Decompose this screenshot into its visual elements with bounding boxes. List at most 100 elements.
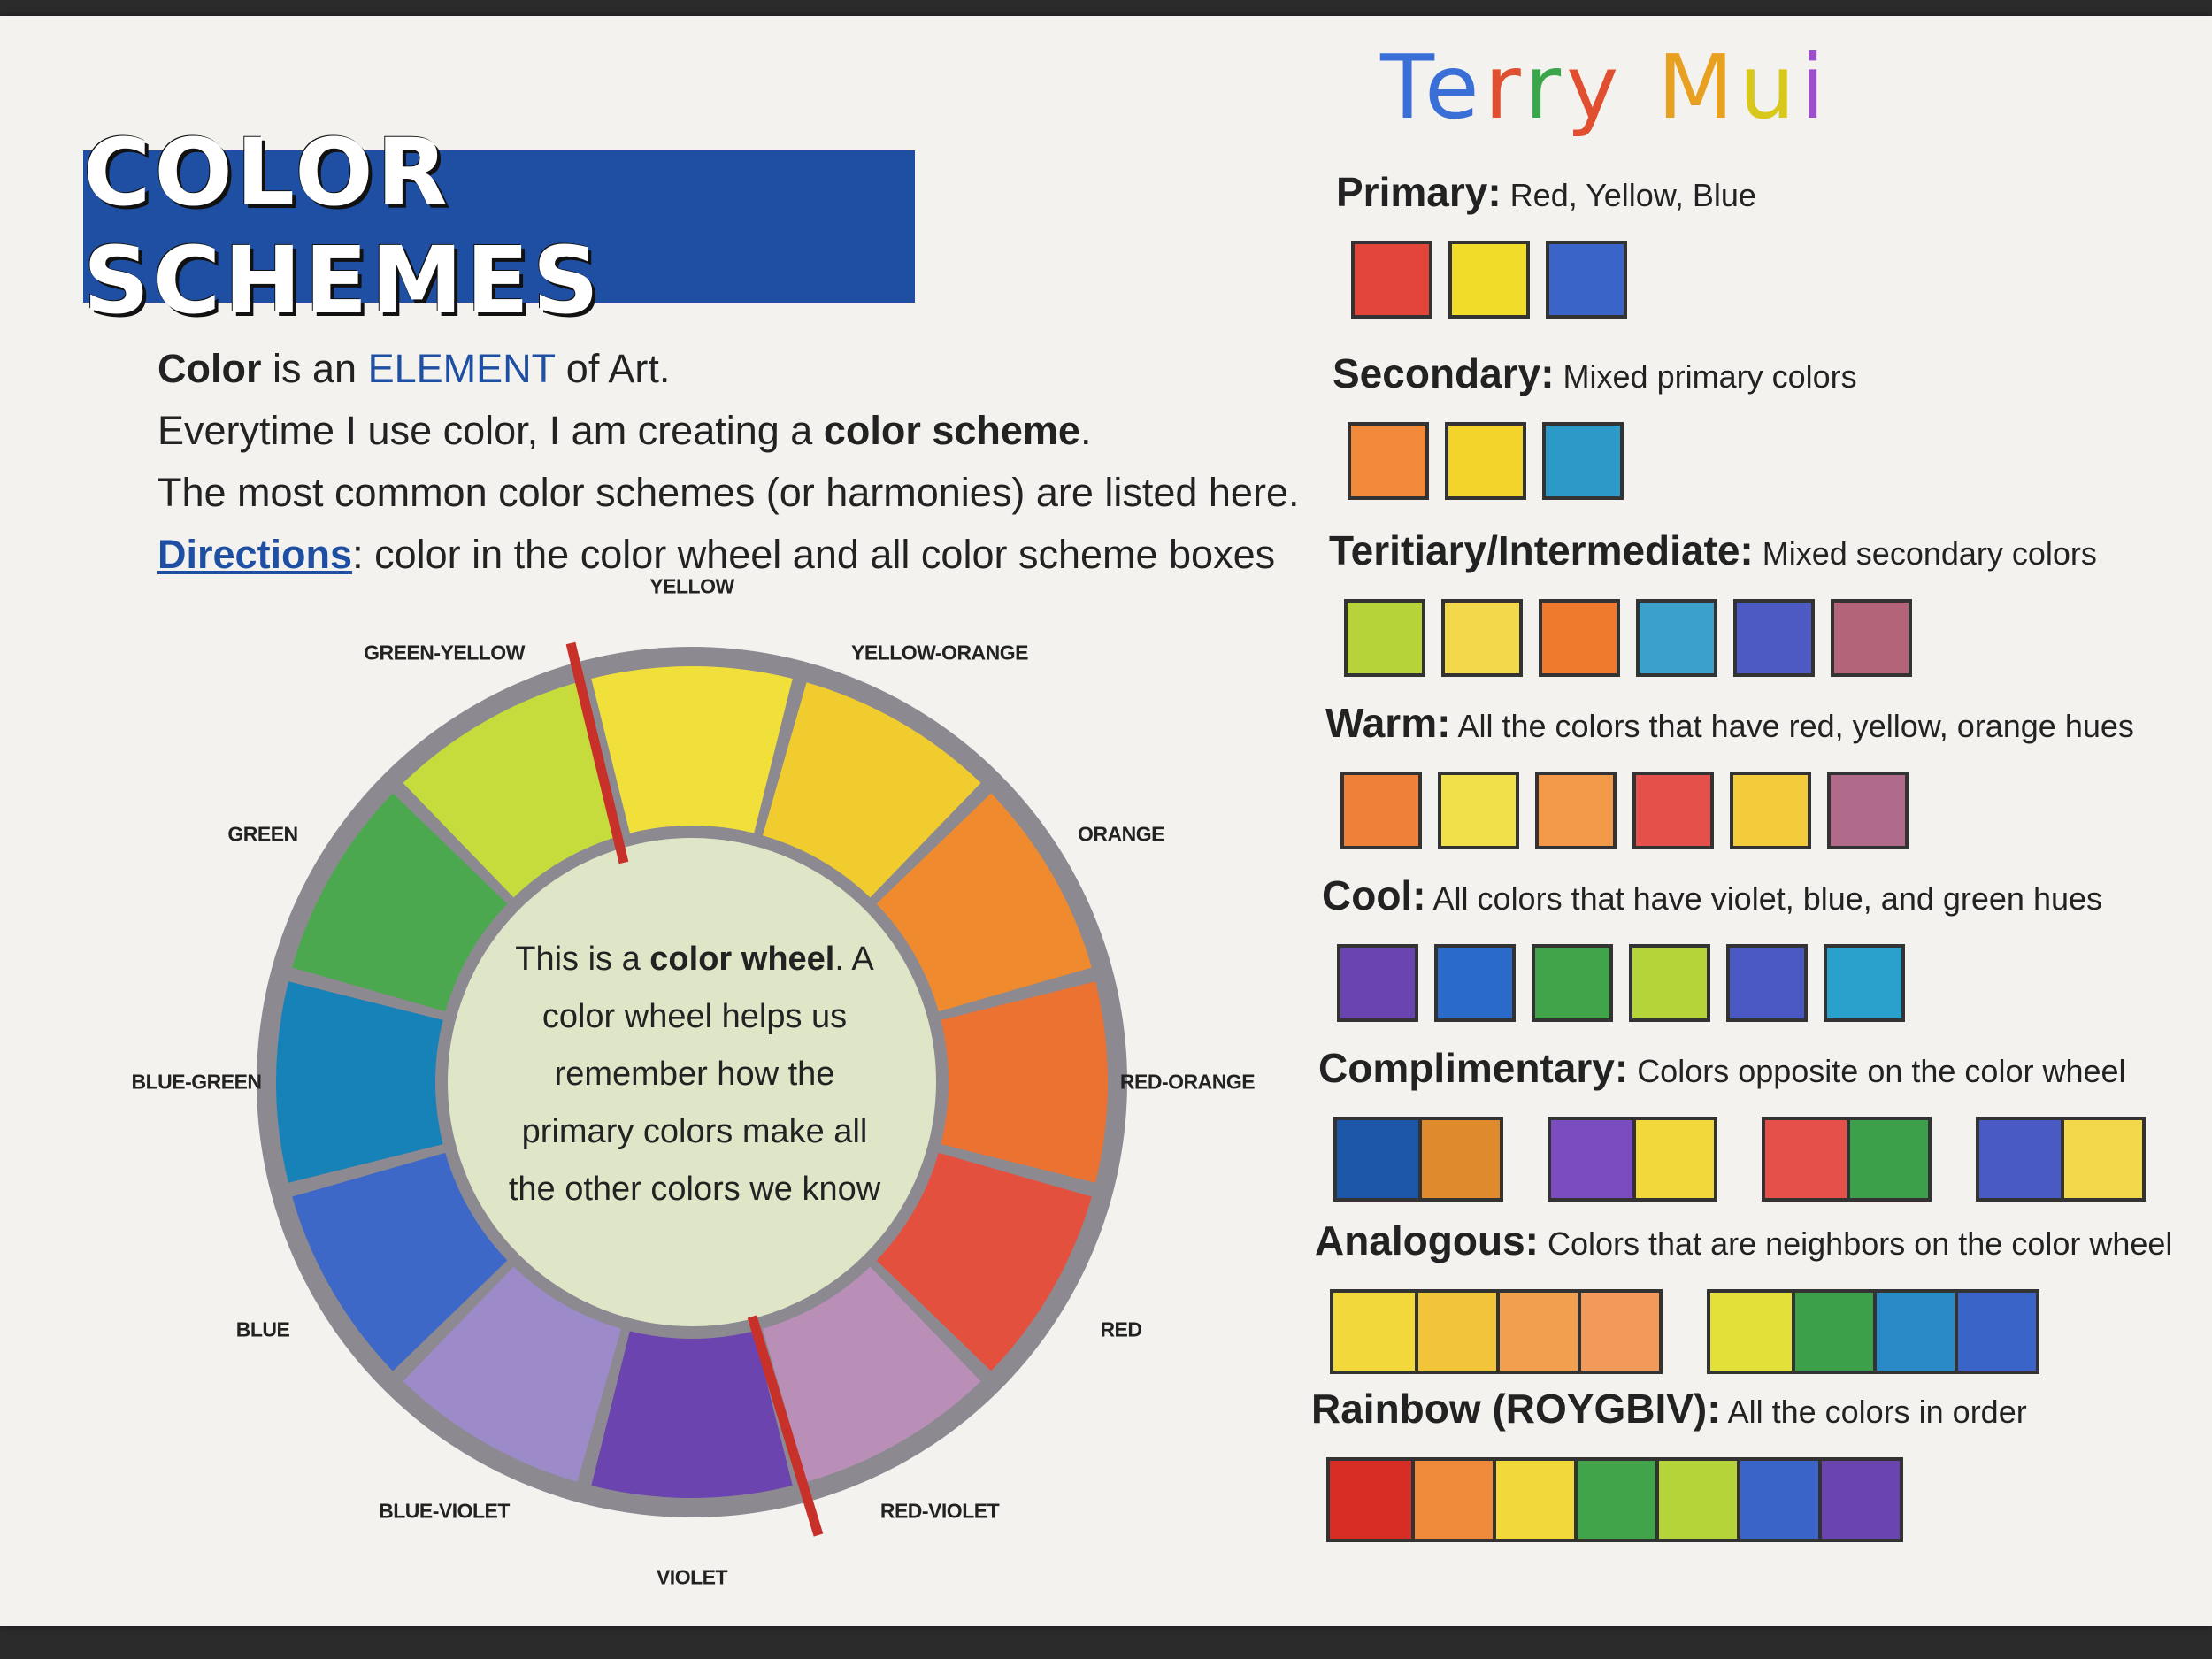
wheel-label-orange: ORANGE	[1077, 822, 1164, 846]
color-swatch	[1979, 1120, 2061, 1198]
color-swatch	[1493, 1461, 1574, 1539]
scheme-description: Colors that are neighbors on the color w…	[1548, 1225, 2173, 1262]
scheme-swatches	[1340, 772, 1909, 849]
wheel-segment-orange	[876, 793, 1092, 1012]
scheme-swatches	[1348, 422, 1624, 500]
scheme-description: Red, Yellow, Blue	[1509, 177, 1756, 213]
color-swatch	[1496, 1293, 1578, 1371]
intro-line-1: Color is an ELEMENT of Art.	[157, 346, 671, 391]
wheel-center	[444, 834, 940, 1330]
color-swatch	[1831, 599, 1912, 677]
scheme-swatches	[1330, 1289, 2039, 1374]
color-swatch	[1792, 1293, 1873, 1371]
color-swatch	[1415, 1293, 1496, 1371]
color-swatch	[1710, 1293, 1792, 1371]
scheme-name: Warm:	[1325, 700, 1451, 746]
scheme-name: Complimentary:	[1318, 1045, 1629, 1091]
wheel-label-red-violet: RED-VIOLET	[879, 1499, 1000, 1523]
color-swatch	[1344, 599, 1425, 677]
swatch-group	[1762, 1117, 1932, 1202]
scheme-rainbow-roygbiv: Rainbow (ROYGBIV): All the colors in ord…	[1311, 1385, 2027, 1542]
intro-text: Color is an ELEMENT of Art. Everytime I …	[157, 343, 1308, 591]
color-swatch	[1445, 422, 1526, 500]
color-swatch	[1438, 772, 1519, 849]
scheme-heading: Primary: Red, Yellow, Blue	[1336, 168, 1756, 216]
wheel-label-yellow: YELLOW	[649, 574, 734, 598]
color-wheel-center-text: This is a color wheel. A color wheel hel…	[508, 941, 881, 1208]
scheme-name: Rainbow (ROYGBIV):	[1311, 1386, 1721, 1432]
wheel-label-blue-violet: BLUE-VIOLET	[379, 1499, 510, 1523]
wheel-segment-red	[876, 1152, 1092, 1371]
color-swatch	[1340, 772, 1422, 849]
color-swatch	[1632, 772, 1714, 849]
scheme-description: All colors that have violet, blue, and g…	[1432, 880, 2103, 917]
scheme-heading: Warm: All the colors that have red, yell…	[1325, 699, 2134, 747]
scheme-description: Colors opposite on the color wheel	[1637, 1053, 2126, 1089]
color-swatch	[1730, 772, 1811, 849]
wheel-label-violet: VIOLET	[656, 1565, 728, 1589]
color-swatch	[1655, 1461, 1737, 1539]
color-swatch	[1847, 1120, 1928, 1198]
wheel-segment-blue-violet	[403, 1266, 622, 1482]
scheme-swatches	[1326, 1457, 1903, 1542]
scheme-cool: Cool: All colors that have violet, blue,…	[1322, 872, 2102, 1022]
color-swatch	[1333, 1293, 1415, 1371]
color-swatch	[1824, 944, 1905, 1022]
scheme-description: Mixed secondary colors	[1762, 535, 2097, 572]
wheel-segment-yellow-orange	[762, 682, 981, 898]
scheme-description: All the colors that have red, yellow, or…	[1457, 708, 2134, 744]
color-swatch	[1578, 1293, 1659, 1371]
color-swatch	[1765, 1120, 1847, 1198]
wheel-label-red-orange: RED-ORANGE	[1119, 1070, 1256, 1094]
color-swatch	[2061, 1120, 2142, 1198]
color-swatch	[1441, 599, 1523, 677]
wheel-segment-green-yellow	[403, 682, 622, 898]
wheel-label-blue: BLUE	[235, 1317, 290, 1341]
color-swatch	[1632, 1120, 1714, 1198]
scheme-name: Secondary:	[1333, 350, 1555, 396]
wheel-segment-violet	[591, 1331, 793, 1499]
scheme-teritiary-intermediate: Teritiary/Intermediate: Mixed secondary …	[1329, 526, 2097, 677]
scheme-name: Analogous:	[1315, 1217, 1539, 1263]
scheme-name: Cool:	[1322, 872, 1426, 918]
scheme-analogous: Analogous: Colors that are neighbors on …	[1315, 1217, 2172, 1374]
intro-line-2: Everytime I use color, I am creating a c…	[157, 408, 1092, 453]
scheme-heading: Secondary: Mixed primary colors	[1333, 349, 1857, 397]
color-swatch	[1873, 1293, 1955, 1371]
color-swatch	[1330, 1461, 1411, 1539]
wheel-segment-green	[292, 793, 508, 1012]
color-swatch	[1636, 599, 1717, 677]
color-swatch	[1411, 1461, 1493, 1539]
scheme-heading: Cool: All colors that have violet, blue,…	[1322, 872, 2102, 919]
scheme-name: Teritiary/Intermediate:	[1329, 527, 1754, 573]
color-swatch	[1348, 422, 1429, 500]
color-swatch	[1827, 772, 1909, 849]
scheme-name: Primary:	[1336, 169, 1502, 215]
color-swatch	[1546, 241, 1627, 319]
wheel-label-green: GREEN	[227, 822, 298, 846]
wheel-label-blue-green: BLUE-GREEN	[131, 1070, 262, 1094]
wheel-segment-red-orange	[941, 981, 1108, 1183]
page-title: COLOR SCHEMES	[83, 119, 603, 334]
color-swatch	[1337, 1120, 1418, 1198]
color-swatch	[1535, 772, 1617, 849]
wheel-label-yellow-orange: YELLOW-ORANGE	[850, 641, 1029, 664]
color-swatch	[1539, 599, 1620, 677]
scheme-complimentary: Complimentary: Colors opposite on the co…	[1318, 1044, 2146, 1202]
scheme-swatches	[1344, 599, 1912, 677]
scheme-description: Mixed primary colors	[1563, 358, 1857, 395]
color-swatch	[1955, 1293, 2036, 1371]
wheel-segment-red-violet	[762, 1266, 981, 1482]
scheme-swatches	[1333, 1117, 2146, 1202]
swatch-group	[1333, 1117, 1503, 1202]
color-swatch	[1737, 1461, 1818, 1539]
swatch-group	[1707, 1289, 2039, 1374]
wheel-segment-blue	[292, 1152, 508, 1371]
wheel-segment-yellow	[591, 665, 793, 833]
color-swatch	[1351, 241, 1432, 319]
color-swatch	[1818, 1461, 1900, 1539]
swatch-group	[1326, 1457, 1903, 1542]
color-swatch	[1726, 944, 1808, 1022]
swatch-group	[1976, 1117, 2146, 1202]
scheme-heading: Analogous: Colors that are neighbors on …	[1315, 1217, 2172, 1264]
